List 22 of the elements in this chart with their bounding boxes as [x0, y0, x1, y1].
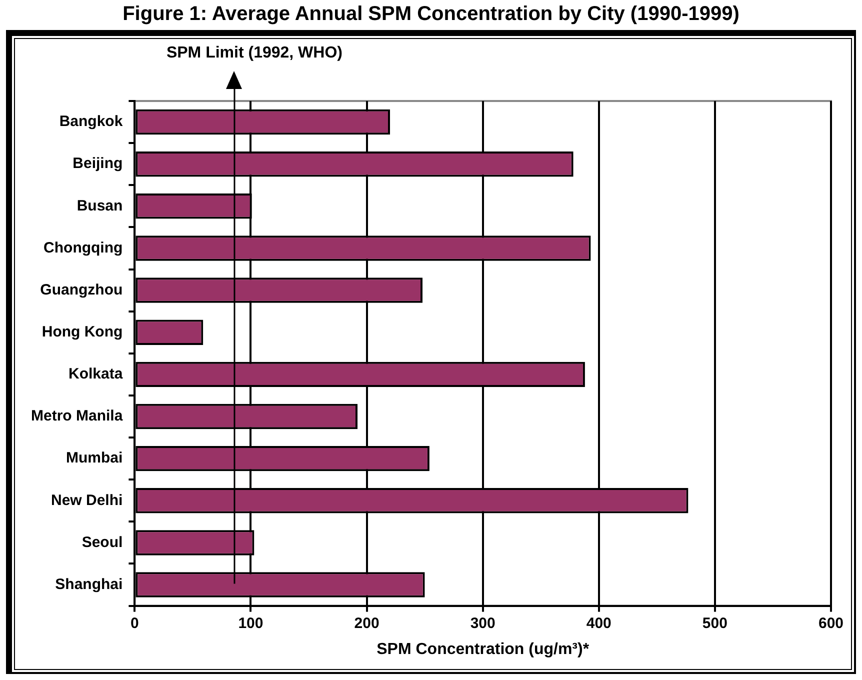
y-tick-label: Mumbai [66, 450, 123, 467]
x-tick-label: 400 [586, 614, 612, 632]
x-tick-label: 200 [354, 614, 380, 632]
x-tick-label: 100 [238, 614, 264, 632]
y-tick-label: Hong Kong [42, 324, 123, 341]
y-tick-label: Seoul [82, 534, 123, 551]
y-tick-label: Guangzhou [40, 281, 123, 298]
ref-line-label: SPM Limit (1992, WHO) [166, 44, 342, 62]
y-tick-label: Beijing [72, 155, 123, 172]
y-tick-label: Chongqing [44, 239, 123, 256]
x-tick-label: 300 [470, 614, 496, 632]
y-tick-label: Busan [76, 197, 123, 214]
x-tick-label: 600 [818, 614, 844, 632]
y-tick-label: Kolkata [68, 366, 124, 383]
y-tick-label: Shanghai [55, 576, 123, 593]
chart-title: Figure 1: Average Annual SPM Concentration by City (1990-1999) [122, 2, 740, 27]
y-tick-label: Bangkok [59, 113, 124, 130]
x-tick-label: 500 [702, 614, 728, 632]
y-tick-label: Metro Manila [30, 408, 124, 425]
y-tick-label: New Delhi [50, 492, 123, 509]
x-axis-title: SPM Concentration (ug/m³)* [376, 640, 590, 658]
x-tick-label: 0 [130, 614, 139, 632]
